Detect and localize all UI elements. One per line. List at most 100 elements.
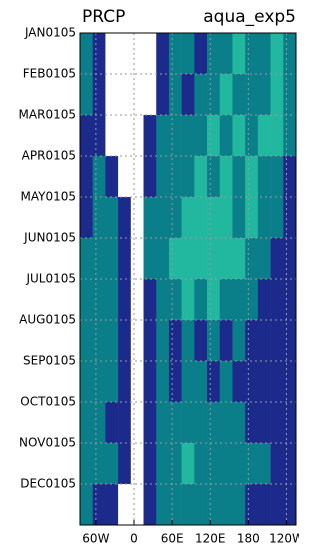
cell [105, 33, 118, 74]
cell [144, 33, 157, 74]
cell [194, 33, 207, 74]
cell [144, 279, 157, 320]
y-tick-label: NOV0105 [19, 436, 76, 450]
cell [207, 443, 220, 484]
cell [131, 156, 144, 197]
y-tick-label: SEP0105 [23, 354, 76, 368]
cell [194, 484, 207, 525]
cell [182, 402, 195, 443]
cell [156, 33, 169, 74]
cell [169, 279, 182, 320]
cell [245, 33, 258, 74]
cell [207, 197, 220, 238]
cell [93, 156, 106, 197]
y-tick-label: JUL0105 [25, 272, 76, 286]
cell [194, 74, 207, 115]
cell [156, 320, 169, 361]
cell [169, 361, 182, 402]
cell [207, 33, 220, 74]
cell [144, 74, 157, 115]
cell [194, 361, 207, 402]
cell [118, 115, 131, 156]
cell [118, 33, 131, 74]
cell [207, 484, 220, 525]
cell [245, 156, 258, 197]
cell [156, 74, 169, 115]
cell [220, 402, 233, 443]
cell [131, 33, 144, 74]
cell [156, 156, 169, 197]
cell [93, 279, 106, 320]
cell [245, 443, 258, 484]
cell [283, 238, 296, 279]
cell [207, 238, 220, 279]
x-tick-label: 120E [195, 532, 226, 546]
cell [245, 197, 258, 238]
cell [131, 484, 144, 525]
cell [169, 197, 182, 238]
cell [207, 156, 220, 197]
chart-title: PRCP [82, 7, 125, 27]
cell [232, 238, 245, 279]
cell [118, 484, 131, 525]
cell [245, 320, 258, 361]
cell [169, 238, 182, 279]
cell [80, 320, 93, 361]
y-tick-label: MAY0105 [21, 190, 77, 204]
cell [283, 156, 296, 197]
cell [283, 279, 296, 320]
x-tick-label: 180 [237, 532, 260, 546]
cell [80, 115, 93, 156]
cell [118, 74, 131, 115]
cell [207, 279, 220, 320]
x-tick-label: 120W [269, 532, 299, 546]
cell [182, 238, 195, 279]
cell [271, 484, 284, 525]
y-tick-label: AUG0105 [19, 313, 76, 327]
cell [156, 197, 169, 238]
cell [144, 238, 157, 279]
cell [144, 484, 157, 525]
cell [245, 238, 258, 279]
cell [144, 156, 157, 197]
cell [258, 33, 271, 74]
cell [105, 443, 118, 484]
cell [283, 33, 296, 74]
cell [80, 156, 93, 197]
y-tick-label: MAR0105 [19, 108, 76, 122]
cell [245, 74, 258, 115]
cell [93, 74, 106, 115]
cell [93, 320, 106, 361]
cell [232, 361, 245, 402]
cell [169, 484, 182, 525]
cell [182, 320, 195, 361]
cell [93, 402, 106, 443]
cell [144, 197, 157, 238]
cell [194, 156, 207, 197]
cell [271, 279, 284, 320]
cell [80, 484, 93, 525]
cell [258, 402, 271, 443]
cell [105, 238, 118, 279]
cell [232, 320, 245, 361]
cell [283, 320, 296, 361]
cell [105, 402, 118, 443]
cell [169, 115, 182, 156]
cell [131, 197, 144, 238]
cell [283, 484, 296, 525]
cell [105, 484, 118, 525]
cell [156, 115, 169, 156]
cell [220, 197, 233, 238]
cell [144, 361, 157, 402]
cell [131, 320, 144, 361]
cell [169, 320, 182, 361]
cell [131, 279, 144, 320]
cell [105, 156, 118, 197]
cell [194, 279, 207, 320]
cell [182, 33, 195, 74]
cell [105, 197, 118, 238]
cell [80, 402, 93, 443]
cell [207, 115, 220, 156]
cell [169, 33, 182, 74]
